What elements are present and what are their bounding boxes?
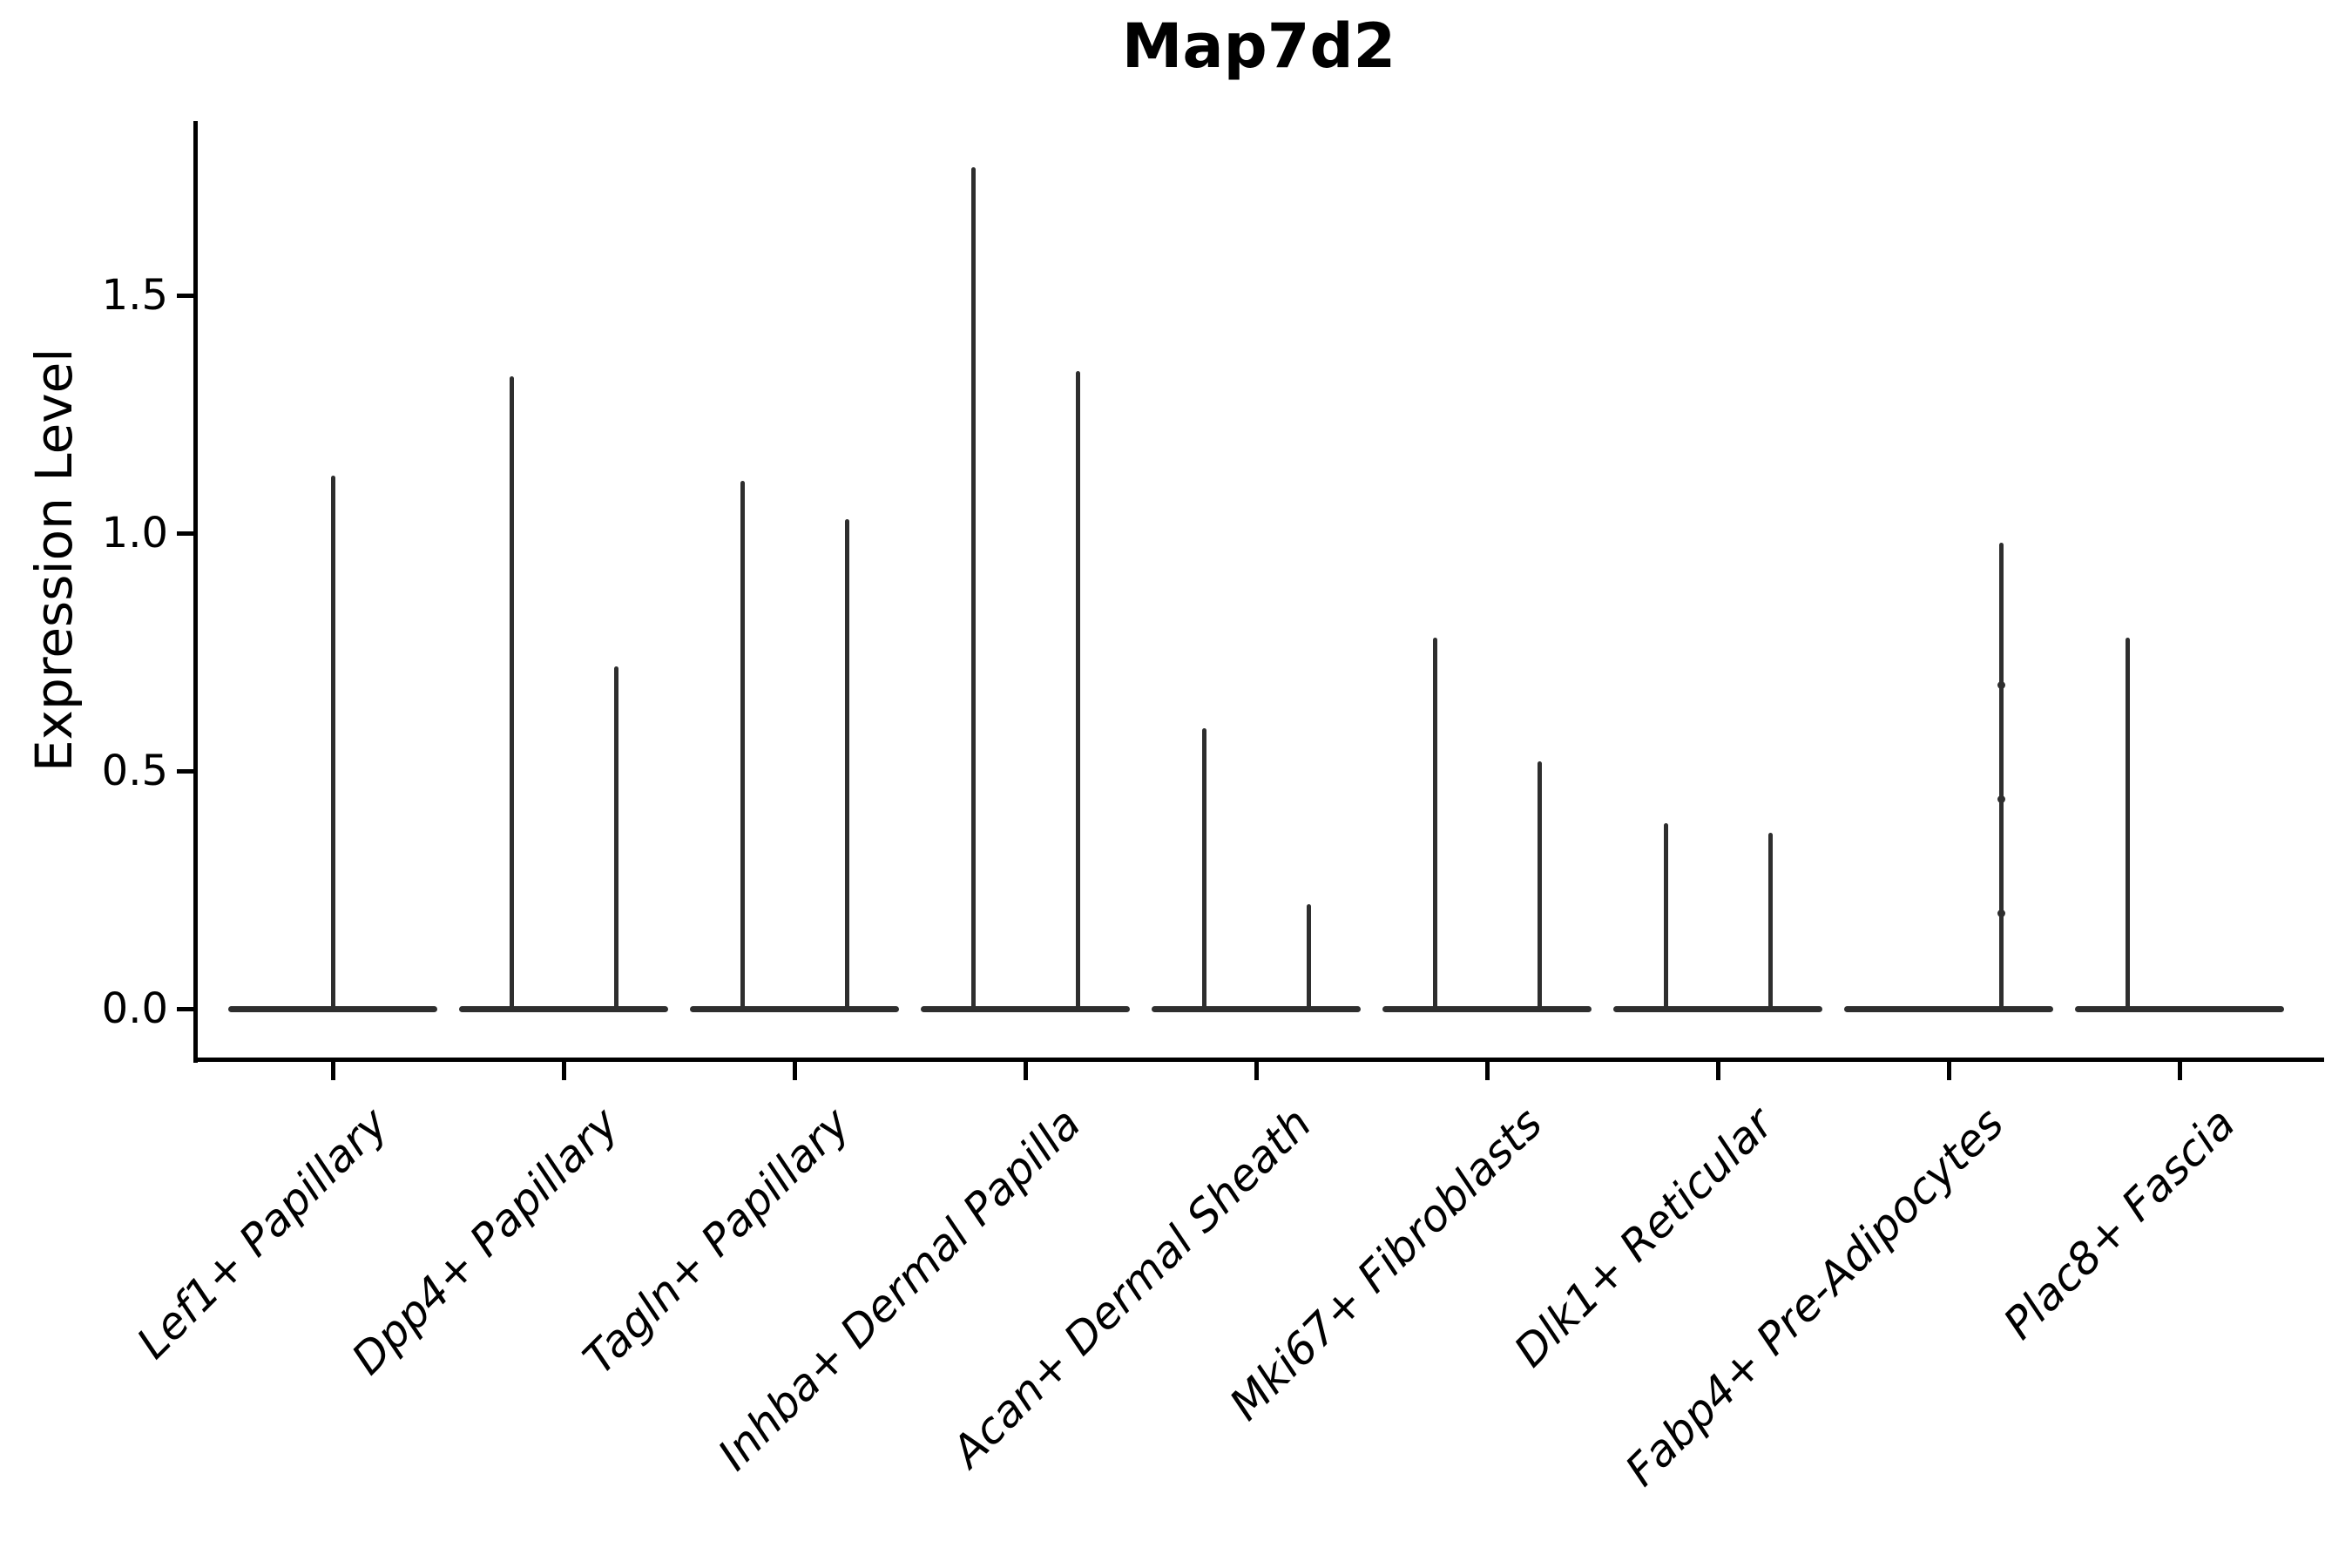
y-tick-label: 0.5 bbox=[101, 747, 168, 795]
violin-point bbox=[1997, 681, 2005, 690]
y-tick-mark bbox=[177, 531, 196, 536]
violin-baseline bbox=[921, 1005, 1130, 1012]
x-tick-mark bbox=[330, 1060, 335, 1080]
violin-baseline bbox=[1382, 1005, 1592, 1012]
x-tick-mark bbox=[1946, 1060, 1951, 1080]
violin-baseline bbox=[1152, 1005, 1361, 1012]
chart-title: Map7d2 bbox=[1121, 10, 1396, 82]
x-tick-label: Fabp4+ Pre-Adipocytes bbox=[1616, 1098, 2014, 1497]
violin-baseline bbox=[2075, 1005, 2284, 1012]
violin-spike bbox=[1537, 761, 1542, 1009]
x-tick-mark bbox=[561, 1060, 566, 1080]
x-tick-mark bbox=[2177, 1060, 2182, 1080]
violin-baseline bbox=[459, 1005, 668, 1012]
violin-spike bbox=[1306, 903, 1311, 1009]
violin-spike bbox=[970, 166, 976, 1009]
y-tick-mark bbox=[177, 1006, 196, 1011]
y-tick-mark bbox=[177, 768, 196, 774]
violin-spike bbox=[844, 518, 849, 1009]
violin-spike bbox=[740, 480, 745, 1009]
violin-spike bbox=[1767, 832, 1773, 1009]
x-tick-mark bbox=[1715, 1060, 1720, 1080]
y-tick-label: 0.0 bbox=[101, 984, 168, 1033]
violin-baseline bbox=[1613, 1005, 1822, 1012]
y-tick-label: 1.0 bbox=[101, 509, 168, 558]
violin-spike bbox=[1201, 727, 1206, 1009]
x-tick-mark bbox=[1254, 1060, 1259, 1080]
y-tick-label: 1.5 bbox=[101, 271, 168, 320]
violin-spike bbox=[509, 375, 514, 1009]
violin-baseline bbox=[690, 1005, 899, 1012]
x-tick-mark bbox=[792, 1060, 797, 1080]
violin-spike bbox=[2125, 638, 2130, 1009]
violin-point bbox=[1997, 795, 2005, 804]
violin-baseline bbox=[228, 1005, 437, 1012]
violin-spike bbox=[1075, 371, 1080, 1009]
x-axis-spine bbox=[193, 1058, 2324, 1062]
x-tick-mark bbox=[1023, 1060, 1028, 1080]
x-tick-mark bbox=[1484, 1060, 1490, 1080]
y-axis-label: Expression Level bbox=[24, 348, 84, 772]
violin-spike bbox=[1432, 638, 1437, 1009]
violin-baseline bbox=[1844, 1005, 2053, 1012]
x-tick-label: Plac8+ Fascia bbox=[1993, 1098, 2245, 1349]
y-tick-mark bbox=[177, 293, 196, 298]
violin-spike bbox=[1998, 542, 2004, 1009]
x-tick-label: Lef1+ Papillary bbox=[127, 1098, 398, 1369]
violin-spike bbox=[1663, 823, 1668, 1009]
y-axis-spine bbox=[193, 121, 198, 1063]
violin-spike bbox=[613, 666, 618, 1009]
violin-spike bbox=[330, 476, 335, 1009]
violin-point bbox=[1997, 909, 2005, 918]
